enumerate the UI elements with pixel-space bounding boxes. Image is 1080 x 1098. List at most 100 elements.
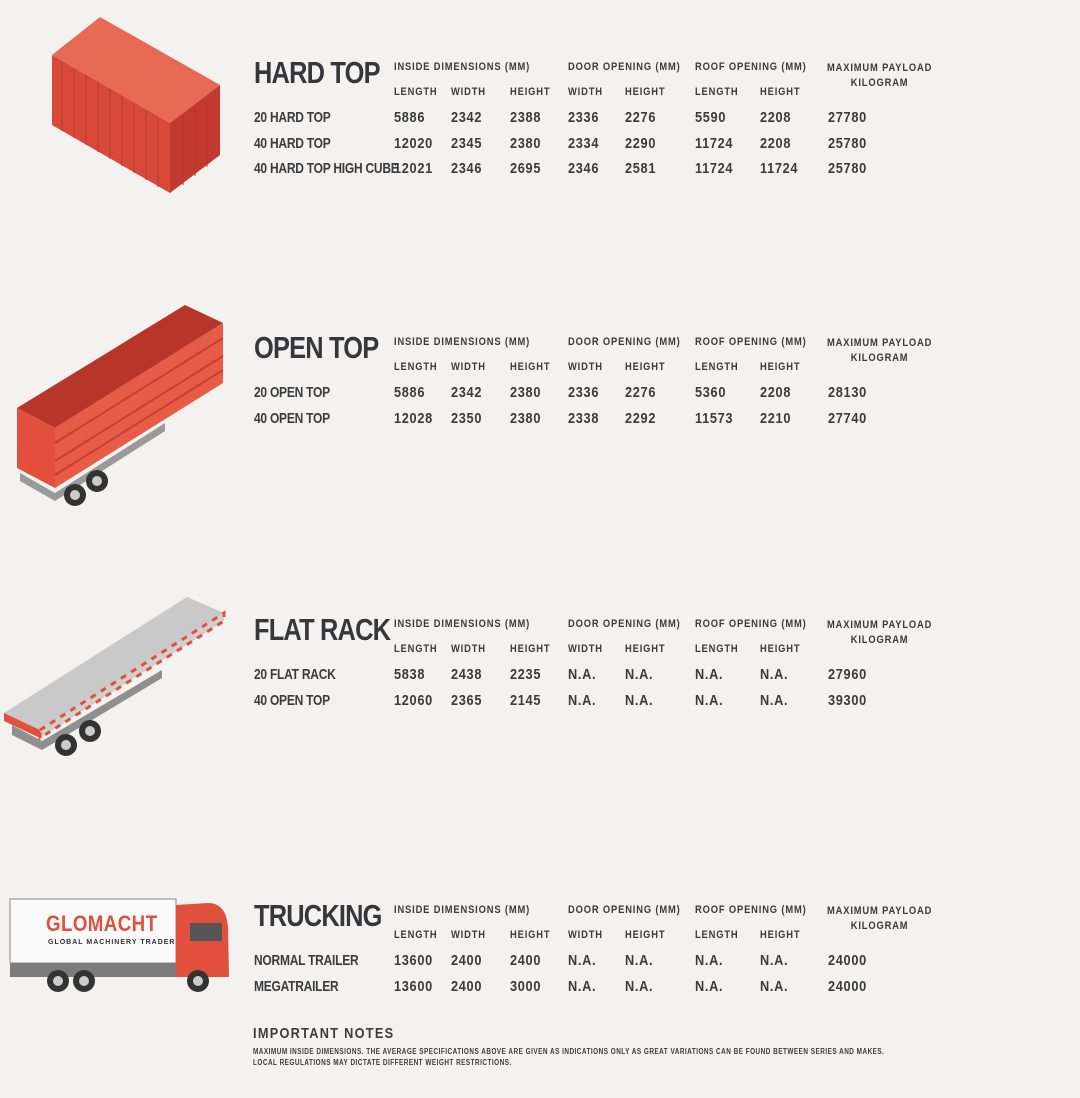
section-flat-rack: FLAT RACK INSIDE DIMENSIONS (MM) DOOR OPEN… bbox=[0, 612, 1080, 812]
row-value: 2346 bbox=[451, 160, 483, 177]
row-value: 2365 bbox=[451, 691, 483, 709]
column-header: WIDTH bbox=[451, 643, 486, 655]
row-label: 20 OPEN TOP bbox=[254, 384, 330, 401]
row-label: 40 OPEN TOP bbox=[254, 409, 330, 427]
row-value: 2208 bbox=[760, 109, 792, 126]
row-value: N.A. bbox=[695, 977, 724, 995]
row-value: 27960 bbox=[828, 666, 867, 683]
group-header-door: DOOR OPENING (MM) bbox=[568, 61, 681, 73]
column-header: HEIGHT bbox=[760, 929, 801, 941]
row-value: 27780 bbox=[828, 109, 867, 126]
group-header-payload: MAXIMUM PAYLOAD KILOGRAM bbox=[827, 336, 932, 366]
group-header-roof: ROOF OPENING (MM) bbox=[695, 618, 807, 630]
notes-line-2: LOCAL REGULATIONS MAY DICTATE DIFFERENT … bbox=[253, 1058, 512, 1067]
row-value: 2380 bbox=[510, 134, 542, 152]
group-header-inside: INSIDE DIMENSIONS (MM) bbox=[394, 618, 531, 630]
row-value: 2210 bbox=[760, 409, 792, 427]
row-value: 2695 bbox=[510, 160, 542, 177]
row-value: N.A. bbox=[568, 977, 597, 995]
column-header: LENGTH bbox=[394, 643, 438, 655]
row-value: 2345 bbox=[451, 134, 483, 152]
row-value: 2380 bbox=[510, 409, 542, 427]
row-value: 2292 bbox=[625, 409, 657, 427]
brand-logo: GLOMACHT bbox=[46, 911, 158, 936]
row-value: N.A. bbox=[625, 952, 654, 969]
payload-header-line-1: MAXIMUM PAYLOAD bbox=[827, 62, 933, 74]
column-header: WIDTH bbox=[568, 361, 603, 373]
row-value: 25780 bbox=[828, 160, 867, 177]
column-header: WIDTH bbox=[568, 929, 603, 941]
payload-header-line-2: KILOGRAM bbox=[850, 920, 909, 932]
notes-line-1: MAXIMUM INSIDE DIMENSIONS. THE AVERAGE S… bbox=[253, 1047, 885, 1056]
section-trucking: TRUCKING INSIDE DIMENSIONS (MM) DOOR OPENI… bbox=[0, 898, 1080, 1098]
column-header: HEIGHT bbox=[510, 643, 551, 655]
group-header-roof: ROOF OPENING (MM) bbox=[695, 61, 807, 73]
row-value: N.A. bbox=[760, 691, 789, 709]
row-value: 2346 bbox=[568, 160, 600, 177]
row-label: 40 HARD TOP HIGH CUBE bbox=[254, 160, 399, 177]
column-header: HEIGHT bbox=[625, 86, 666, 98]
group-header-roof: ROOF OPENING (MM) bbox=[695, 904, 807, 916]
group-header-inside: INSIDE DIMENSIONS (MM) bbox=[394, 904, 531, 916]
open-top-trailer-icon bbox=[17, 305, 224, 506]
row-value: 25780 bbox=[828, 134, 867, 152]
column-header: LENGTH bbox=[394, 929, 438, 941]
column-header: LENGTH bbox=[695, 643, 739, 655]
row-value: N.A. bbox=[625, 691, 654, 709]
row-value: 24000 bbox=[828, 977, 867, 995]
row-value: N.A. bbox=[760, 666, 789, 683]
group-header-door: DOOR OPENING (MM) bbox=[568, 336, 681, 348]
group-header-inside: INSIDE DIMENSIONS (MM) bbox=[394, 336, 531, 348]
row-value: 3000 bbox=[510, 977, 542, 995]
section-title: FLAT RACK bbox=[254, 612, 391, 647]
row-label: 40 OPEN TOP bbox=[254, 691, 330, 709]
payload-header-line-2: KILOGRAM bbox=[850, 352, 909, 364]
payload-header-line-2: KILOGRAM bbox=[850, 77, 909, 89]
column-header: HEIGHT bbox=[510, 86, 551, 98]
row-value: 11724 bbox=[760, 160, 799, 177]
row-value: N.A. bbox=[625, 977, 654, 995]
payload-header-line-1: MAXIMUM PAYLOAD bbox=[827, 337, 933, 349]
column-header: LENGTH bbox=[695, 86, 739, 98]
notes-title: IMPORTANT NOTES bbox=[253, 1025, 395, 1042]
column-header: WIDTH bbox=[568, 643, 603, 655]
row-value: 2342 bbox=[451, 384, 483, 401]
row-label: 20 FLAT RACK bbox=[254, 666, 336, 683]
row-value: 24000 bbox=[828, 952, 867, 969]
row-value: 2290 bbox=[625, 134, 657, 152]
row-value: N.A. bbox=[695, 666, 724, 683]
row-value: 2342 bbox=[451, 109, 483, 126]
payload-header-line-2: KILOGRAM bbox=[850, 634, 909, 646]
row-value: 2350 bbox=[451, 409, 483, 427]
shipping-container-icon bbox=[52, 17, 220, 193]
row-value: 5886 bbox=[394, 109, 426, 126]
row-value: 12060 bbox=[394, 691, 433, 709]
row-value: 11724 bbox=[695, 160, 734, 177]
row-value: 2438 bbox=[451, 666, 483, 683]
group-header-door: DOOR OPENING (MM) bbox=[568, 618, 681, 630]
row-value: N.A. bbox=[695, 952, 724, 969]
row-value: N.A. bbox=[760, 952, 789, 969]
row-value: 39300 bbox=[828, 691, 867, 709]
row-value: 28130 bbox=[828, 384, 867, 401]
column-header: HEIGHT bbox=[625, 361, 666, 373]
row-value: 5838 bbox=[394, 666, 426, 683]
section-title: TRUCKING bbox=[254, 898, 382, 933]
section-hard-top: HARD TOP INSIDE DIMENSIONS (MM) DOOR OPENI… bbox=[0, 55, 1080, 255]
group-header-door: DOOR OPENING (MM) bbox=[568, 904, 681, 916]
row-value: 13600 bbox=[394, 977, 433, 995]
group-header-payload: MAXIMUM PAYLOAD KILOGRAM bbox=[827, 904, 932, 934]
column-header: HEIGHT bbox=[510, 929, 551, 941]
group-header-payload: MAXIMUM PAYLOAD KILOGRAM bbox=[827, 618, 932, 648]
column-header: WIDTH bbox=[568, 86, 603, 98]
row-value: 2400 bbox=[510, 952, 542, 969]
row-value: 5360 bbox=[695, 384, 727, 401]
row-value: 2145 bbox=[510, 691, 542, 709]
column-header: WIDTH bbox=[451, 929, 486, 941]
notes-text: MAXIMUM INSIDE DIMENSIONS. THE AVERAGE S… bbox=[253, 1046, 884, 1068]
row-value: 2336 bbox=[568, 384, 600, 401]
column-header: LENGTH bbox=[695, 361, 739, 373]
row-value: 2400 bbox=[451, 952, 483, 969]
group-header-roof: ROOF OPENING (MM) bbox=[695, 336, 807, 348]
column-header: LENGTH bbox=[394, 86, 438, 98]
